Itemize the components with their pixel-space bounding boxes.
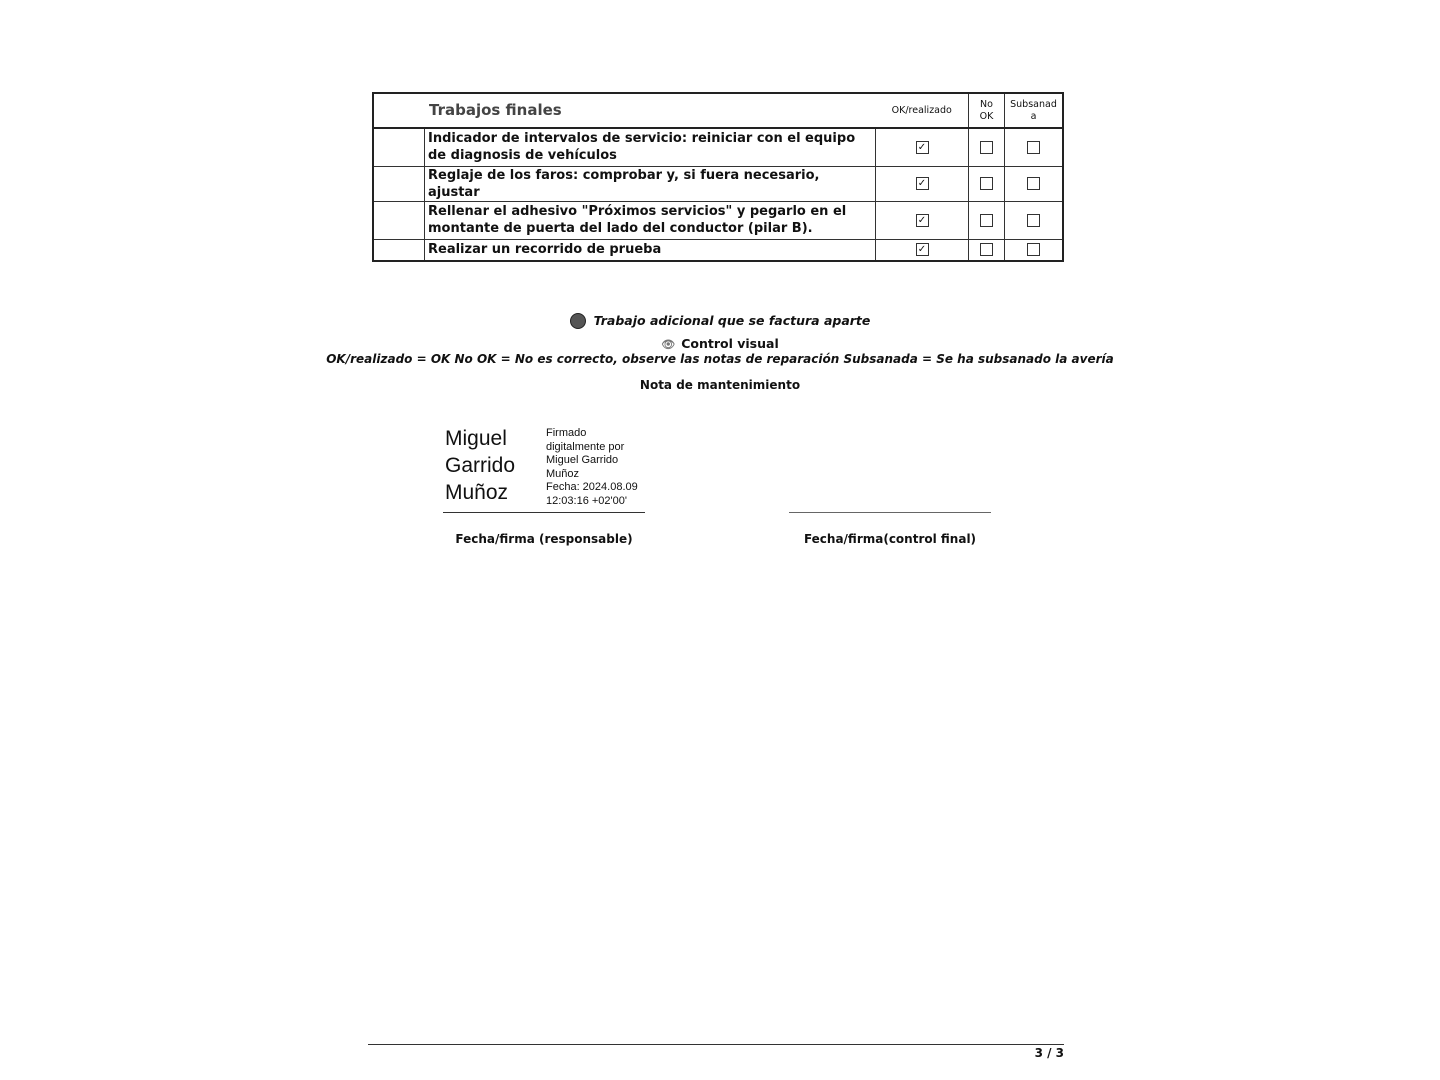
task-text: Realizar un recorrido de prueba (424, 238, 876, 262)
cell-no-ok (968, 238, 1005, 262)
table-row: Reglaje de los faros: comprobar y, si fu… (372, 165, 1064, 202)
checkbox-ok[interactable]: ✓ (915, 213, 929, 227)
task-text: Indicador de intervalos de servicio: rei… (424, 127, 876, 167)
task-text: Rellenar el adhesivo "Próximos servicios… (424, 200, 876, 240)
table-row: Indicador de intervalos de servicio: rei… (372, 127, 1064, 167)
legend-additional-work: Trabajo adicional que se factura aparte (0, 310, 1440, 329)
checkbox-subsanada[interactable] (1027, 140, 1040, 154)
checkbox-ok[interactable]: ✓ (915, 177, 929, 190)
table-row: Rellenar el adhesivo "Próximos servicios… (372, 200, 1064, 240)
legend-explanation: OK/realizado = OK No OK = No es correcto… (326, 352, 1114, 366)
eye-icon: 👁 (661, 338, 676, 351)
table-header: Trabajos finales OK/realizado No OK Subsa… (372, 92, 1064, 129)
checkbox-subsanada[interactable] (1027, 243, 1040, 257)
label-final-control: Fecha/firma(control final) (803, 532, 977, 546)
page-number: 3 / 3 (1034, 1046, 1064, 1060)
cell-ok: ✓ (875, 165, 969, 202)
cell-ok: ✓ (875, 127, 969, 167)
footer-line (368, 1044, 1064, 1045)
table-title: Trabajos finales (429, 100, 562, 119)
col-ok: OK/realizado (875, 92, 969, 129)
table-title-cell: Trabajos finales (372, 92, 876, 129)
cell-no-ok (968, 127, 1005, 167)
checkbox-no-ok[interactable] (980, 243, 993, 257)
task-text: Reglaje de los faros: comprobar y, si fu… (424, 165, 876, 202)
cell-ok: ✓ (875, 238, 969, 262)
cell-no-ok (968, 200, 1005, 240)
cell-subsanada (1004, 200, 1064, 240)
cell-subsanada (1004, 165, 1064, 202)
maintenance-note-title: Nota de mantenimiento (639, 378, 801, 392)
signature-line-responsible (443, 512, 645, 513)
row-blank-cell (372, 200, 425, 240)
legend-visual-control: 👁 Control visual (661, 336, 779, 351)
additional-work-icon (569, 312, 586, 329)
row-blank-cell (372, 165, 425, 202)
checkbox-no-ok[interactable] (980, 140, 993, 154)
row-blank-cell (372, 127, 425, 167)
checkbox-subsanada[interactable] (1027, 213, 1040, 227)
signature-details: Firmado digitalmente por Miguel Garrido … (546, 427, 638, 507)
cell-subsanada (1004, 127, 1064, 167)
col-subsanada: Subsanad a (1004, 92, 1064, 129)
signature-name: Miguel Garrido Muñoz (445, 427, 516, 504)
checkbox-no-ok[interactable] (980, 213, 993, 227)
cell-subsanada (1004, 238, 1064, 262)
checkbox-ok[interactable]: ✓ (915, 243, 929, 257)
cell-ok: ✓ (875, 200, 969, 240)
row-blank-cell (372, 238, 425, 262)
cell-no-ok (968, 165, 1005, 202)
checkbox-ok[interactable]: ✓ (915, 140, 929, 154)
col-no-ok: No OK (968, 92, 1005, 129)
checkbox-subsanada[interactable] (1027, 177, 1040, 190)
checkbox-no-ok[interactable] (980, 177, 993, 190)
signature-line-final (789, 512, 991, 513)
final-works-checklist: Trabajos finales OK/realizado No OK Subsa… (372, 92, 1064, 262)
label-responsible: Fecha/firma (responsable) (455, 532, 633, 546)
table-row: Realizar un recorrido de prueba ✓ (372, 238, 1064, 262)
